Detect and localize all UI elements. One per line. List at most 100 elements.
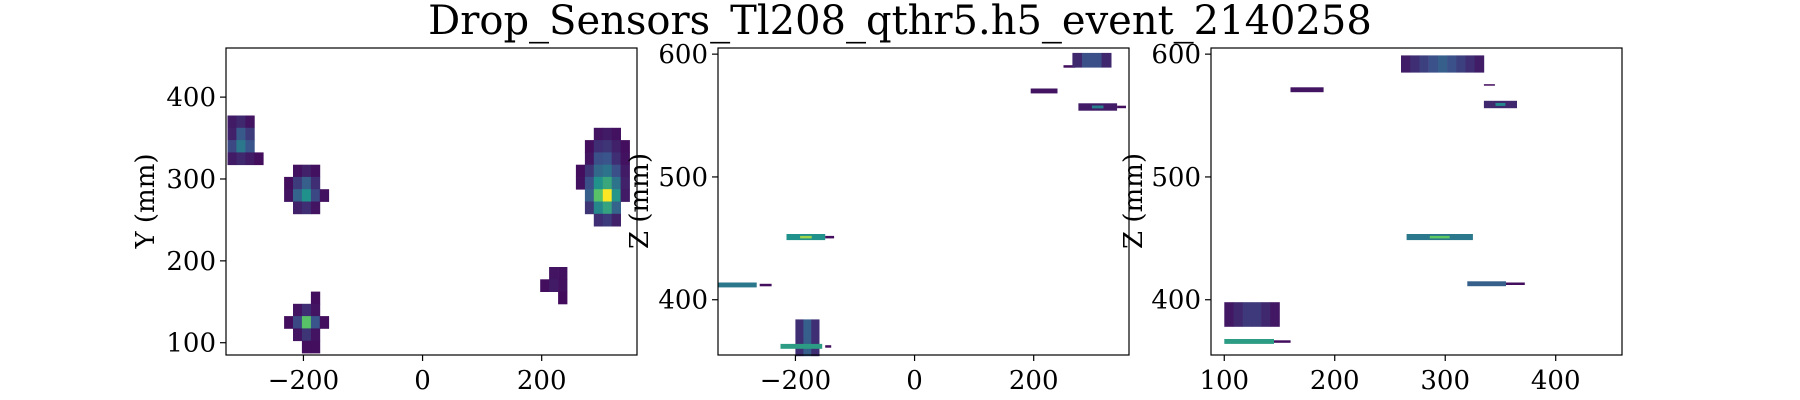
yz-ylabel: Z (mm) <box>1119 153 1149 249</box>
heatmap-cell <box>1242 302 1253 327</box>
heatmap-cell <box>301 164 312 178</box>
heatmap-cell <box>301 201 312 215</box>
heatmap-cell <box>759 283 772 287</box>
y-tick-label: 400 <box>1151 286 1201 316</box>
heatmap-cell <box>575 164 586 178</box>
x-tick-label: 200 <box>517 366 567 396</box>
heatmap-cell <box>602 189 613 202</box>
heatmap-cell <box>1419 55 1429 73</box>
heatmap-cell <box>301 303 312 317</box>
heatmap-cell <box>236 152 246 166</box>
heatmap-cell <box>593 201 604 215</box>
heatmap-cell <box>1072 52 1083 68</box>
heatmap-cell <box>310 340 321 354</box>
heatmap-cell <box>310 328 321 342</box>
heatmap-cell <box>1251 302 1262 327</box>
heatmap-cell <box>1467 281 1506 287</box>
heatmap-cell <box>602 176 613 190</box>
heatmap-cell <box>1474 55 1485 73</box>
heatmap-cell <box>575 176 586 190</box>
heatmap-cell <box>310 189 321 202</box>
y-tick-label: 400 <box>658 286 708 316</box>
heatmap-cell <box>1428 55 1439 73</box>
heatmap-cell <box>301 176 312 190</box>
heatmap-cell <box>1465 55 1475 73</box>
heatmap-cell <box>310 291 321 305</box>
yz-cells <box>1224 55 1525 344</box>
heatmap-cell <box>593 213 604 227</box>
y-tick-label: 400 <box>166 83 216 113</box>
heatmap-cell <box>584 189 595 202</box>
x-tick-label: 400 <box>1531 366 1581 396</box>
heatmap-cell <box>227 115 237 129</box>
heatmap-cell <box>811 319 820 357</box>
heatmap-cell <box>1233 302 1243 327</box>
heatmap-cell <box>301 189 312 202</box>
xz-ylabel: Z (mm) <box>625 153 655 249</box>
heatmap-cell <box>1270 302 1280 327</box>
heatmap-cell <box>602 152 613 166</box>
heatmap-cell <box>1224 302 1234 327</box>
xy-ticks: −200 0 200 100 200 300 400 <box>166 83 566 396</box>
heatmap-cell <box>602 164 613 178</box>
heatmap-cell <box>1101 52 1112 68</box>
heatmap-cell <box>558 291 568 305</box>
yz-frame <box>1210 47 1623 356</box>
heatmap-cell <box>1483 84 1495 86</box>
heatmap-cell <box>245 127 255 141</box>
heatmap-cell <box>227 127 237 141</box>
heatmap-cell <box>301 316 312 329</box>
heatmap-cell <box>1506 282 1525 285</box>
heatmap-cell <box>602 127 613 141</box>
heatmap-cell <box>593 176 604 190</box>
heatmap-cell <box>584 201 595 215</box>
heatmap-cell <box>558 267 568 280</box>
heatmap-cell <box>611 152 621 166</box>
heatmap-cell <box>293 303 303 317</box>
x-tick-label: −200 <box>268 366 339 396</box>
y-tick-label: 500 <box>1151 163 1201 193</box>
heatmap-cell <box>245 140 255 153</box>
heatmap-cell <box>301 340 312 354</box>
heatmap-cell <box>236 140 246 153</box>
heatmap-cell <box>620 140 630 153</box>
panel-xz: −200 0 200 400 500 600 Z (mm) <box>625 40 1130 396</box>
heatmap-cell <box>620 189 630 202</box>
heatmap-cell <box>718 282 757 288</box>
heatmap-cell <box>1401 55 1411 73</box>
heatmap-cell <box>795 319 804 357</box>
heatmap-cell <box>227 152 237 166</box>
heatmap-cell <box>1410 55 1420 73</box>
x-tick-label: 100 <box>1199 366 1249 396</box>
heatmap-cell <box>310 176 321 190</box>
heatmap-cell <box>611 201 621 215</box>
xz-ticks: −200 0 200 400 500 600 <box>658 40 1058 396</box>
heatmap-cell <box>611 176 621 190</box>
figure-title: Drop_Sensors_Tl208_qthr5.h5_event_214025… <box>428 0 1372 44</box>
x-tick-label: 200 <box>1009 366 1059 396</box>
heatmap-cell <box>602 213 613 227</box>
heatmap-cell <box>319 316 330 329</box>
panel-xy: −200 0 200 100 200 300 400 Y (mm) <box>131 47 638 396</box>
heatmap-cell <box>593 140 604 153</box>
heatmap-cell <box>584 140 595 153</box>
heatmap-cell <box>310 201 321 215</box>
heatmap-cell <box>1117 105 1126 109</box>
xz-cells <box>718 52 1126 357</box>
heatmap-cell <box>825 345 832 348</box>
heatmap-cell <box>227 140 237 153</box>
heatmap-cell <box>310 164 321 178</box>
heatmap-cell <box>584 152 595 166</box>
heatmap-cell <box>602 201 613 215</box>
heatmap-cell <box>549 279 559 292</box>
heatmap-cell <box>620 176 630 190</box>
heatmap-cell <box>825 235 835 239</box>
heatmap-cell <box>310 303 321 317</box>
heatmap-cell <box>1274 340 1291 343</box>
heatmap-cell <box>293 189 303 202</box>
heatmap-cell <box>301 328 312 342</box>
heatmap-cell <box>803 319 812 357</box>
heatmap-cell <box>1030 88 1058 94</box>
heatmap-cell <box>293 316 303 329</box>
